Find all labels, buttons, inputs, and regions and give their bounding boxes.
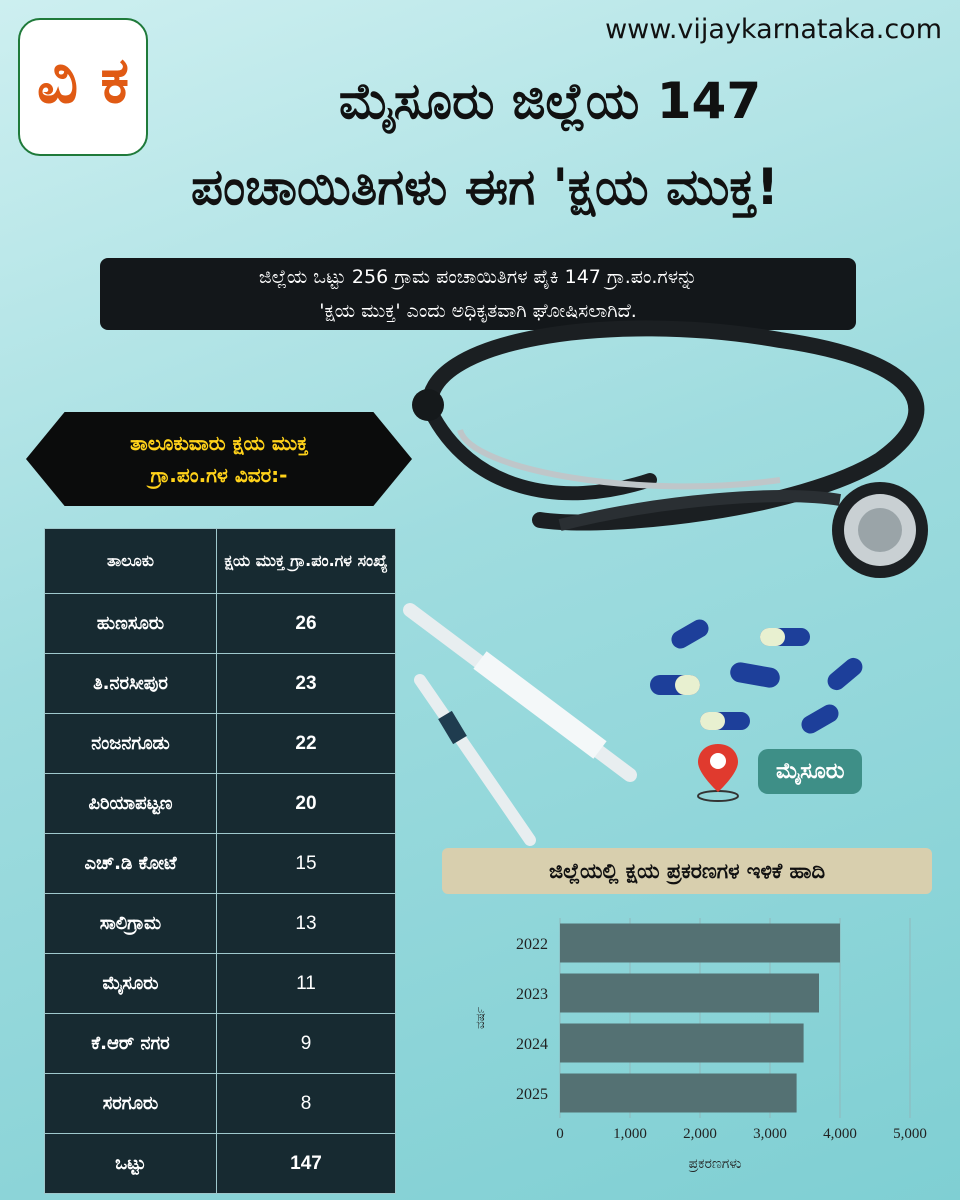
table-row: ಎಚ್.ಡಿ ಕೋಟೆ 15 bbox=[44, 833, 396, 894]
taluk-count: 20 bbox=[216, 773, 396, 834]
vijay-karnataka-logo: ವಿ ಕ bbox=[18, 18, 148, 156]
bar bbox=[560, 973, 819, 1013]
page-title-line1: ಮೈಸೂರು ಜಿಲ್ಲೆಯ 147 bbox=[338, 72, 762, 130]
map-pin-icon bbox=[697, 744, 739, 802]
taluk-count: 15 bbox=[216, 833, 396, 894]
pills-illustration bbox=[650, 619, 863, 734]
summary-line2: 'ಕ್ಷಯ ಮುಕ್ತ' ಎಂದು ಅಧಿಕೃತವಾಗಿ ಘೋಷಿಸಲಾಗಿದೆ… bbox=[319, 300, 637, 322]
taluk-name: ನಂಜನಗೂಡು bbox=[44, 713, 217, 774]
taluk-name: ಪಿರಿಯಾಪಟ್ಟಣ bbox=[44, 773, 217, 834]
taluk-count: 23 bbox=[216, 653, 396, 714]
y-axis-label: ವರ್ಷ bbox=[473, 1007, 487, 1029]
table-row: ಹುಣಸೂರು 26 bbox=[44, 593, 396, 654]
table-total-row: ಒಟ್ಟು 147 bbox=[44, 1133, 396, 1194]
taluk-count: 26 bbox=[216, 593, 396, 654]
site-url[interactable]: www.vijaykarnataka.com bbox=[605, 14, 942, 45]
total-label: ಒಟ್ಟು bbox=[44, 1133, 217, 1194]
taluk-heading-line2: ಗ್ರಾ.ಪಂ.ಗಳ ವಿವರ:- bbox=[150, 463, 288, 487]
tb-cases-bar-chart: 0 1,000 2,000 3,000 4,000 5,000 2022 2023 2024 20… bbox=[473, 918, 927, 1172]
taluk-count: 13 bbox=[216, 893, 396, 954]
x-tick-label: 0 bbox=[556, 1126, 564, 1142]
y-category-label: 2022 bbox=[516, 936, 548, 953]
taluk-count: 9 bbox=[216, 1013, 396, 1074]
taluk-name: ಮೈಸೂರು bbox=[44, 953, 217, 1014]
taluk-section-heading: ತಾಲೂಕುವಾರು ಕ್ಷಯ ಮುಕ್ತ ಗ್ರಾ.ಪಂ.ಗಳ ವಿವರ:- bbox=[26, 412, 412, 506]
column-header-count: ಕ್ಷಯ ಮುಕ್ತ ಗ್ರಾ.ಪಂ.ಗಳ ಸಂಖ್ಯೆ bbox=[216, 528, 396, 594]
taluk-heading-line1: ತಾಲೂಕುವಾರು ಕ್ಷಯ ಮುಕ್ತ bbox=[130, 431, 308, 455]
bar bbox=[560, 923, 840, 963]
taluk-count: 11 bbox=[216, 953, 396, 1014]
y-category-label: 2024 bbox=[516, 1036, 548, 1053]
taluk-name: ಕೆ.ಆರ್ ನಗರ bbox=[44, 1013, 217, 1074]
table-row: ತಿ.ನರಸೀಪುರ 23 bbox=[44, 653, 396, 714]
y-category-label: 2023 bbox=[516, 986, 548, 1003]
syringe-illustration bbox=[403, 603, 637, 846]
table-row: ಕೆ.ಆರ್ ನಗರ 9 bbox=[44, 1013, 396, 1074]
chart-title: ಜಿಲ್ಲೆಯಲ್ಲಿ ಕ್ಷಯ ಪ್ರಕರಣಗಳ ಇಳಿಕೆ ಹಾದಿ bbox=[442, 848, 932, 894]
taluk-count: 22 bbox=[216, 713, 396, 774]
page-title-line2: ಪಂಚಾಯಿತಿಗಳು ಈಗ 'ಕ್ಷಯ ಮುಕ್ತ! bbox=[191, 158, 779, 216]
column-header-taluk: ತಾಲೂಕು bbox=[44, 528, 217, 594]
taluk-name: ಸಾಲಿಗ್ರಾಮ bbox=[44, 893, 217, 954]
summary-line1: ಜಿಲ್ಲೆಯ ಒಟ್ಟು 256 ಗ್ರಾಮ ಪಂಚಾಯಿತಿಗಳ ಪೈಕಿ … bbox=[258, 266, 698, 288]
table-row: ಮೈಸೂರು 11 bbox=[44, 953, 396, 1014]
table-row: ಸಾಲಿಗ್ರಾಮ 13 bbox=[44, 893, 396, 954]
taluk-name: ತಿ.ನರಸೀಪುರ bbox=[44, 653, 217, 714]
stethoscope-illustration bbox=[412, 320, 928, 578]
x-axis-label: ಪ್ರಕರಣಗಳು bbox=[688, 1156, 742, 1172]
total-count: 147 bbox=[216, 1133, 396, 1194]
y-category-label: 2025 bbox=[516, 1086, 548, 1103]
summary-banner: ಜಿಲ್ಲೆಯ ಒಟ್ಟು 256 ಗ್ರಾಮ ಪಂಚಾಯಿತಿಗಳ ಪೈಕಿ … bbox=[100, 258, 856, 330]
x-tick-label: 5,000 bbox=[893, 1126, 927, 1142]
location-tag: ಮೈಸೂರು bbox=[690, 740, 863, 802]
taluk-name: ಎಚ್.ಡಿ ಕೋಟೆ bbox=[44, 833, 217, 894]
taluk-count: 8 bbox=[216, 1073, 396, 1134]
bar bbox=[560, 1023, 804, 1063]
x-tick-label: 1,000 bbox=[613, 1126, 647, 1142]
taluk-table: ತಾಲೂಕು ಕ್ಷಯ ಮುಕ್ತ ಗ್ರಾ.ಪಂ.ಗಳ ಸಂಖ್ಯೆ ಹುಣಸ… bbox=[44, 528, 396, 1194]
x-tick-label: 2,000 bbox=[683, 1126, 717, 1142]
table-row: ಪಿರಿಯಾಪಟ್ಟಣ 20 bbox=[44, 773, 396, 834]
taluk-name: ಸರಗೂರು bbox=[44, 1073, 217, 1134]
x-tick-label: 4,000 bbox=[823, 1126, 857, 1142]
taluk-name: ಹುಣಸೂರು bbox=[44, 593, 217, 654]
table-row: ಸರಗೂರು 8 bbox=[44, 1073, 396, 1134]
table-row: ನಂಜನಗೂಡು 22 bbox=[44, 713, 396, 774]
bar bbox=[560, 1073, 797, 1113]
x-tick-label: 3,000 bbox=[753, 1126, 787, 1142]
logo-letters: ವಿ ಕ bbox=[36, 44, 130, 118]
location-label: ಮೈಸೂರು bbox=[758, 748, 863, 794]
